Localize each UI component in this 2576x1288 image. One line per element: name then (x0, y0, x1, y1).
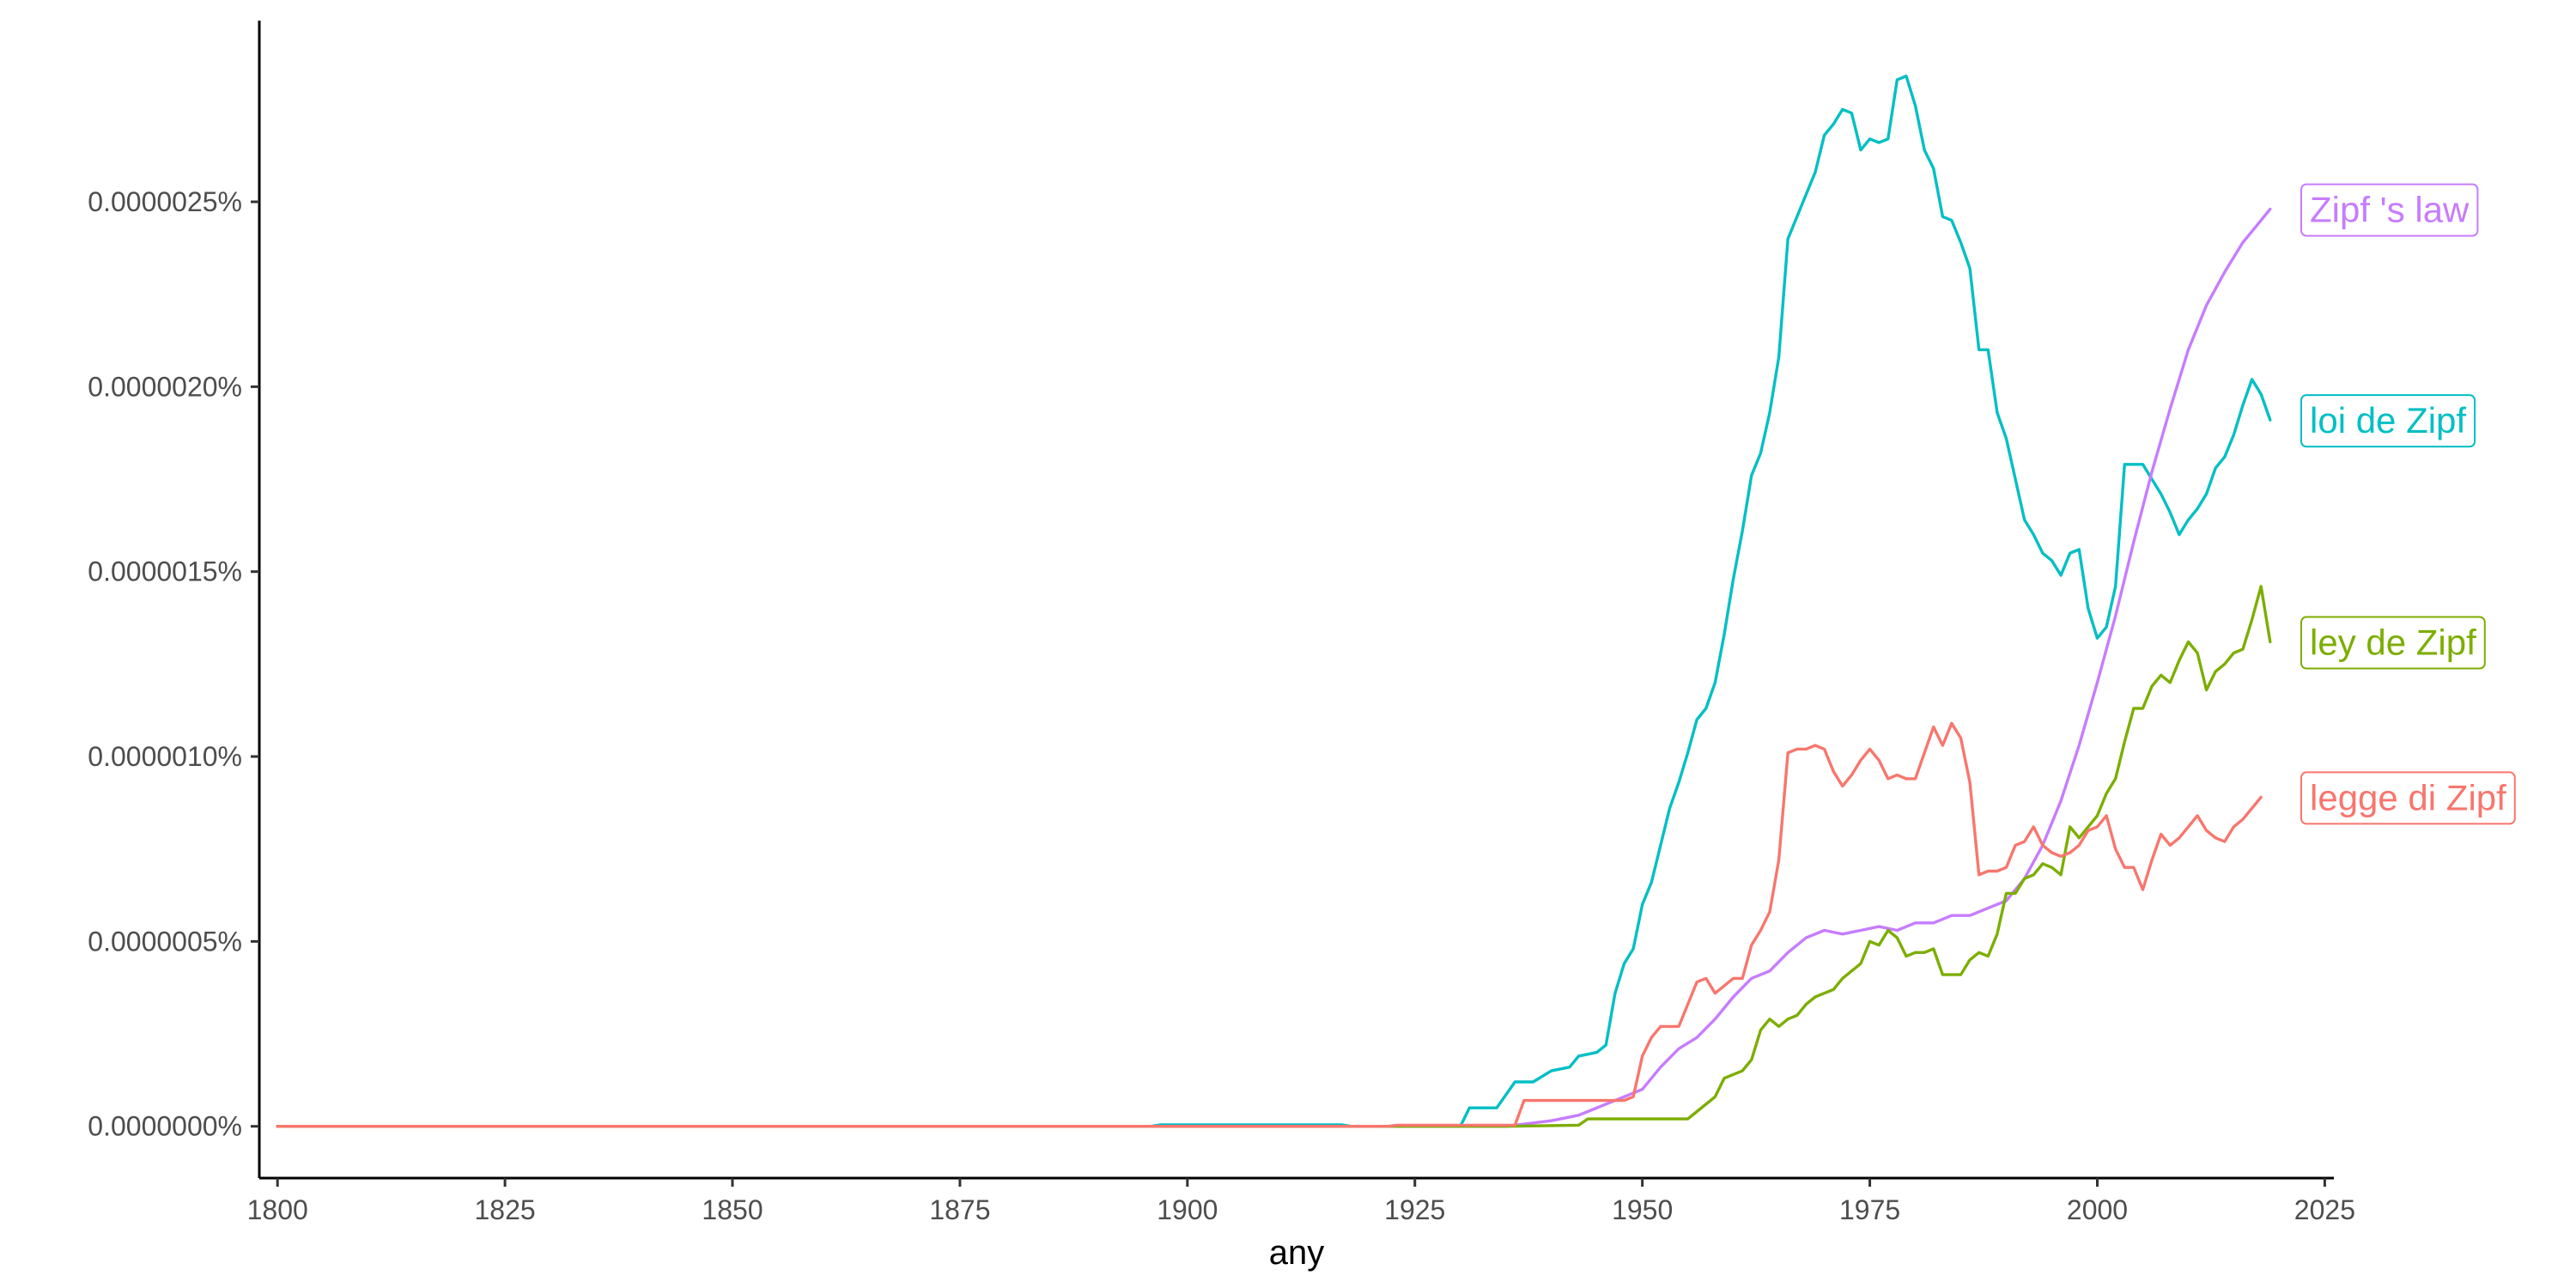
x-tick-label: 1975 (1839, 1194, 1900, 1225)
x-tick-label: 1925 (1384, 1194, 1445, 1225)
x-tick-label: 1800 (247, 1194, 308, 1225)
series-label-box (2300, 616, 2486, 670)
series-end-label: ley de Zipf (2300, 616, 2486, 670)
series-label-box (2300, 771, 2516, 825)
y-tick-label: 0.0000015% (88, 556, 242, 587)
series-end-label: Zipf 's law (2300, 183, 2479, 237)
x-tick-label: 1850 (702, 1194, 762, 1225)
x-tick-label: 1900 (1157, 1194, 1218, 1225)
y-axis-ticks: 0.0000000% 0.0000005% 0.0000010% 0.0000015%… (88, 186, 259, 1142)
series-line (276, 74, 2272, 1128)
series-label-box (2300, 394, 2476, 448)
series-lines (276, 74, 2272, 1128)
x-tick-label: 1825 (475, 1194, 536, 1225)
series-label-text: Zipf 's law (2310, 190, 2470, 230)
series-line (276, 207, 2272, 1128)
y-tick-label: 0.0000010% (88, 741, 242, 772)
series-labels: loi de Zipf Zipf 's law ley de Zipf legge d… (2300, 183, 2516, 825)
series-line (276, 721, 2263, 1128)
series-end-label: legge di Zipf (2300, 771, 2516, 825)
series-label-text: ley de Zipf (2310, 623, 2476, 663)
y-tick-label: 0.0000025% (88, 186, 242, 217)
series-label-box (2300, 183, 2479, 237)
y-tick-label: 0.0000020% (88, 371, 242, 402)
x-tick-label: 1950 (1612, 1194, 1673, 1225)
x-axis-title: any (1269, 1234, 1325, 1272)
series-label-text: legge di Zipf (2310, 777, 2506, 817)
y-tick-label: 0.0000005% (88, 926, 242, 957)
y-tick-label: 0.0000000% (88, 1111, 242, 1142)
x-axis-ticks: 1800 1825 1850 1875 1900 1925 1950 1975 2000 2025 (247, 1178, 2355, 1225)
series-end-label: loi de Zipf (2300, 394, 2476, 448)
x-tick-label: 2000 (2067, 1194, 2128, 1225)
x-tick-label: 2025 (2294, 1194, 2355, 1225)
x-tick-label: 1875 (929, 1194, 990, 1225)
series-label-text: loi de Zipf (2310, 400, 2466, 440)
series-line (276, 585, 2272, 1128)
